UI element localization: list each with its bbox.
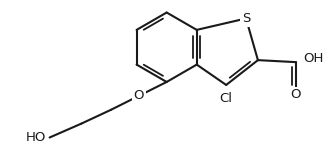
Text: O: O	[133, 89, 144, 102]
Text: Cl: Cl	[220, 92, 233, 105]
Text: OH: OH	[303, 52, 324, 65]
Text: HO: HO	[25, 131, 46, 144]
Text: S: S	[242, 12, 250, 25]
Text: O: O	[290, 88, 301, 101]
